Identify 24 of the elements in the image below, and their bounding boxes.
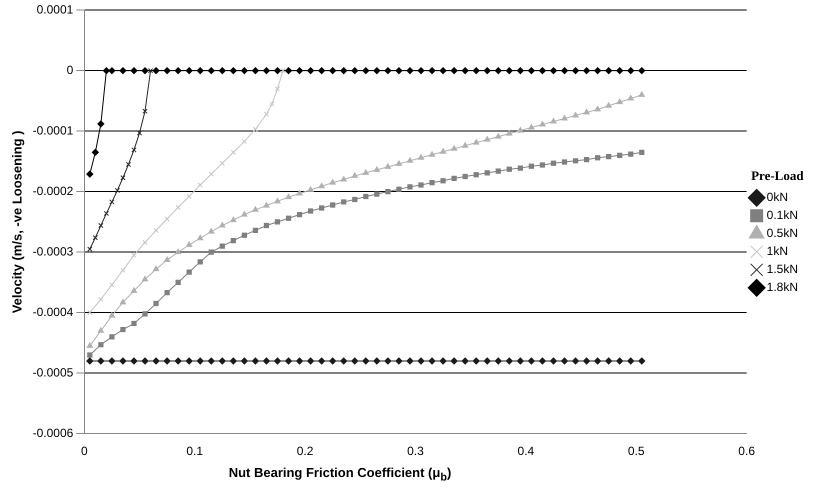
- y-tick-label: -0.0002: [32, 184, 74, 198]
- x-tick-label: 0.5: [628, 444, 645, 458]
- y-tick-label: 0.0001: [36, 2, 74, 17]
- y-axis-title: Velocity (m/s, -ve Loosening ): [9, 130, 24, 314]
- x-tick-label: 0.4: [518, 444, 535, 458]
- x-tick-label: 0.2: [296, 444, 314, 458]
- legend-label: 1.8kN: [766, 280, 798, 294]
- y-tick-label: -0.0006: [32, 426, 74, 440]
- y-tick-label: -0.0005: [32, 365, 74, 380]
- x-tick-label: 0.6: [738, 444, 756, 458]
- x-tick-label: 0: [80, 444, 88, 458]
- legend-label: 1.5kN: [766, 262, 798, 276]
- legend-label: 0kN: [766, 190, 788, 204]
- x-axis-title: Nut Bearing Friction Coefficient (μ$_{b}$): [228, 465, 452, 484]
- legend-label: 0.1kN: [766, 208, 798, 222]
- legend-title: Pre-Load: [751, 168, 804, 184]
- y-tick-label: 0: [66, 63, 74, 77]
- x-tick-label: 0.1: [186, 444, 204, 458]
- y-tick-label: -0.0001: [32, 123, 74, 138]
- legend-label: 0.5kN: [766, 226, 798, 240]
- y-tick-label: -0.0003: [32, 244, 74, 258]
- legend-label: 1kN: [766, 244, 788, 258]
- y-tick-label: -0.0004: [32, 304, 74, 319]
- x-tick-label: 0.3: [407, 444, 424, 458]
